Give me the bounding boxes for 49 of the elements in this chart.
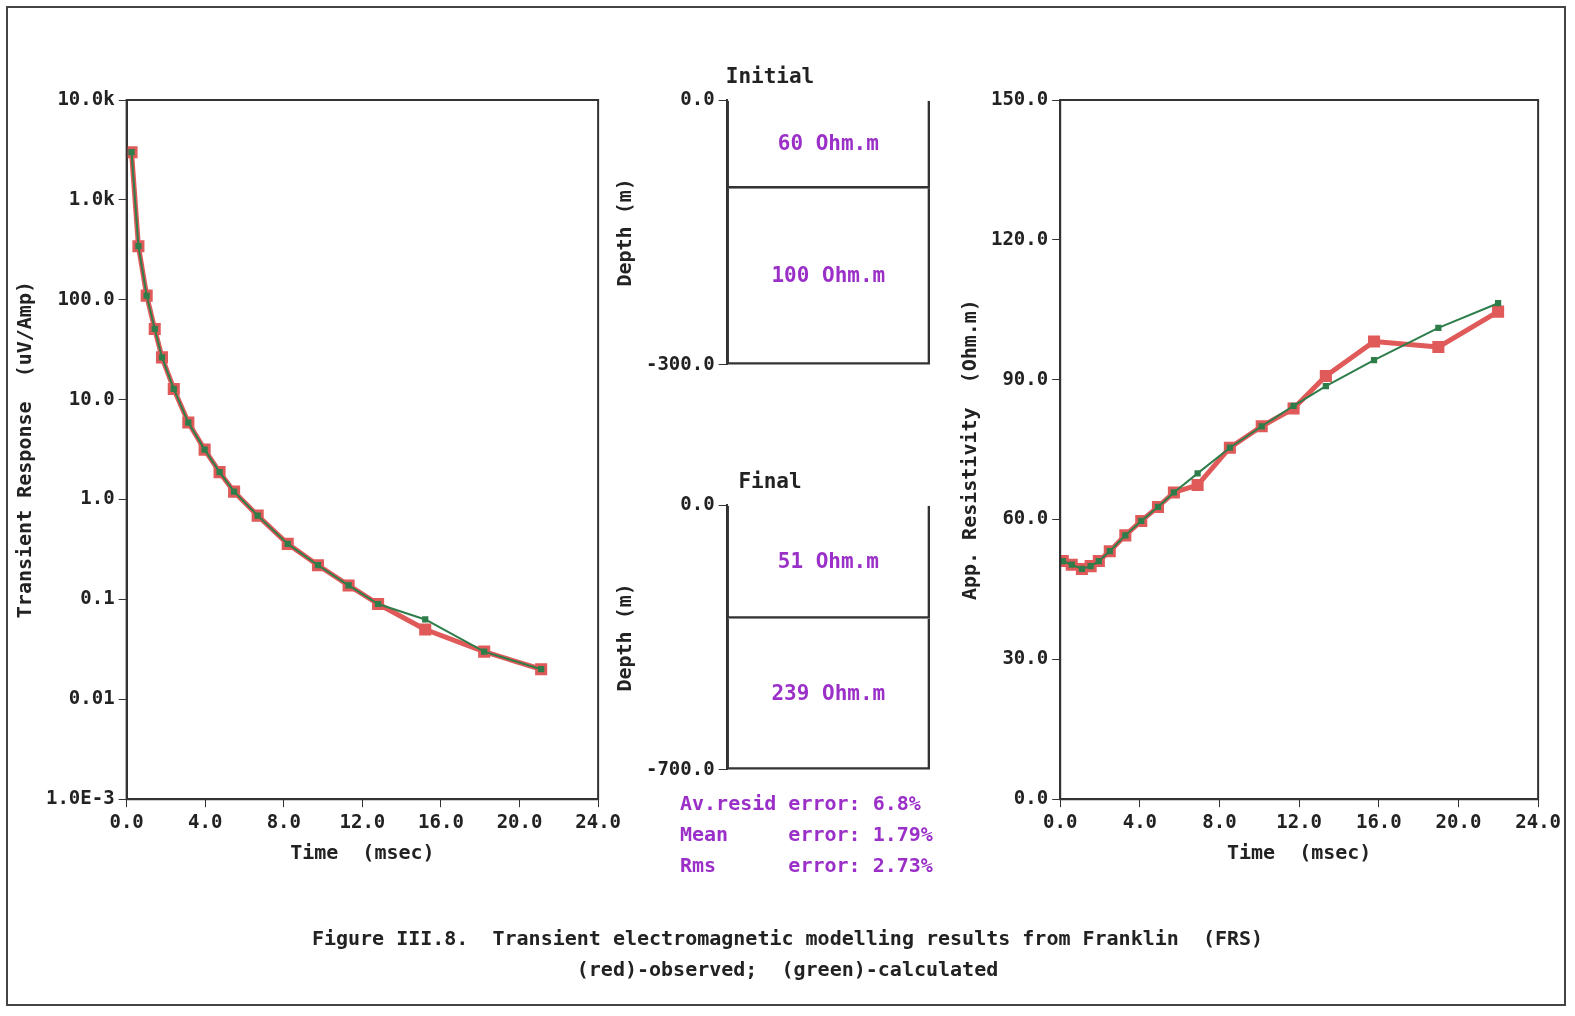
series-label: 60 Ohm.m (777, 130, 879, 155)
x-tick-label: 4.0 (1122, 809, 1158, 832)
y-tick-label: 100.0 (57, 286, 115, 309)
x-tick-label: 12.0 (1276, 809, 1323, 832)
x-tick-label: 0.0 (1043, 809, 1078, 832)
x-tick-label: 12.0 (339, 809, 386, 832)
y-tick-label: 0.0 (680, 87, 715, 110)
text: Av.resid error: 6.8% (680, 791, 921, 815)
y-tick-label: 0.0 (1013, 786, 1049, 809)
series-label: 100 Ohm.m (771, 262, 886, 287)
y-tick-label: 60.0 (1002, 506, 1049, 529)
text: Mean error: 1.79% (680, 822, 933, 846)
y-tick-label: 0.0 (680, 492, 715, 515)
x-tick-label: 4.0 (188, 809, 223, 832)
x-tick-label: 16.0 (1355, 809, 1402, 832)
text: (red)-observed; (green)-calculated (575, 956, 1000, 983)
x-tick-label: 20.0 (496, 809, 543, 832)
y-axis-title: App. Resistivity (Ohm.m) (957, 299, 982, 601)
x-axis-title: Time (msec) (290, 840, 435, 865)
y-tick-label: 150.0 (990, 86, 1049, 109)
y-axis-title: Depth (m) (612, 178, 637, 287)
series-label: 51 Ohm.m (777, 548, 879, 573)
x-tick-label: 8.0 (1202, 809, 1237, 832)
y-tick-label: 0.01 (68, 686, 115, 709)
y-tick-label: 30.0 (1002, 646, 1049, 669)
x-tick-label: 24.0 (575, 809, 621, 832)
text: Figure III.8. Transient electromagnetic modelling results from Franklin (FRS) (310, 925, 1265, 952)
chart-title: Final (738, 469, 802, 494)
x-tick-label: 0.0 (109, 809, 144, 832)
x-tick-label: 16.0 (418, 809, 464, 832)
x-tick-label: 20.0 (1435, 809, 1482, 832)
y-tick-label: 1.0E-3 (45, 786, 115, 809)
y-tick-label: 0.1 (80, 586, 115, 609)
series-label: 239 Ohm.m (771, 680, 886, 705)
y-tick-label: -700.0 (645, 756, 715, 779)
x-tick-label: 24.0 (1515, 809, 1561, 832)
y-axis-title: Depth (m) (612, 583, 637, 692)
y-tick-label: 1.0k (68, 186, 116, 209)
y-tick-label: 120.0 (990, 226, 1049, 249)
y-tick-label: -300.0 (645, 351, 715, 374)
y-tick-label: 10.0k (57, 86, 116, 109)
y-axis-title: Transient Response (uV/Amp) (12, 281, 37, 619)
y-tick-label: 90.0 (1002, 366, 1049, 389)
chart-title: Initial (725, 64, 815, 89)
text: Rms error: 2.73% (680, 852, 934, 879)
x-tick-label: 8.0 (266, 809, 301, 832)
y-tick-label: 1.0 (80, 486, 115, 509)
y-tick-label: 10.0 (68, 386, 115, 409)
x-axis-title: Time (msec) (1226, 840, 1372, 865)
